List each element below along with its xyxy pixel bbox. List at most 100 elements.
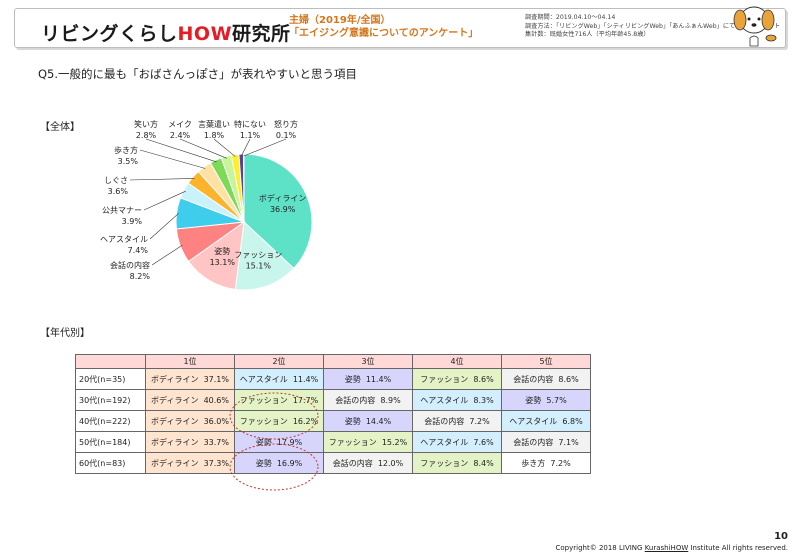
- pie-label-category-10: 言葉遣い: [198, 119, 230, 129]
- table-cell-item: 会話の内容: [513, 437, 554, 447]
- table-row-label: 40代(n=222): [75, 410, 146, 432]
- table-cell-value: 8.6%: [473, 374, 494, 384]
- table-cell: 会話の内容 8.6%: [501, 368, 591, 390]
- table-cell-value: 6.8%: [562, 416, 583, 426]
- pie-slice-1: [234, 220, 295, 291]
- table-cell-item: ヘアスタイル: [420, 437, 469, 447]
- table-cell: ヘアスタイル 7.6%: [412, 431, 502, 453]
- table-cell-value: 7.1%: [558, 437, 579, 447]
- table-cell-item: ボディライン: [151, 374, 199, 384]
- pie-label-value-1: 15.1%: [246, 262, 272, 271]
- table-cell: 姿勢 11.4%: [323, 368, 413, 390]
- table-cell-item: ボディライン: [151, 395, 199, 405]
- table-cell: ヘアスタイル 11.4%: [234, 368, 324, 390]
- pie-label-value-3: 8.2%: [130, 272, 151, 281]
- table-cell: 姿勢 14.4%: [323, 410, 413, 432]
- table-header-blank: [75, 354, 146, 369]
- table-row: 20代(n=35) ボディライン 37.1% ヘアスタイル 11.4% 姿勢 11.4…: [75, 368, 591, 390]
- table-cell: ボディライン 37.1%: [145, 368, 235, 390]
- pie-chart: ボディライン 36.9% ファッション 15.1% 姿勢 13.1% 会話の内容 8.2% ヘア…: [100, 119, 313, 291]
- pie-leader-line-11: [241, 138, 251, 157]
- table-row: 30代(n=192) ボディライン 40.6% ファッション 17.7% 会話の内容 …: [75, 389, 591, 411]
- table-cell: ファッション 15.2%: [323, 431, 413, 453]
- pie-label-category-11: 特にない: [234, 119, 266, 129]
- table-cell-value: 16.2%: [292, 416, 319, 426]
- table-header-rank3: 3位: [323, 354, 413, 369]
- table-cell: ヘアスタイル 8.3%: [412, 389, 502, 411]
- table-cell-value: 8.9%: [380, 395, 401, 405]
- table-cell-value: 37.3%: [203, 458, 229, 468]
- pie-label-category-12: 怒り方: [274, 119, 298, 129]
- table-cell-item: ファッション: [420, 458, 469, 468]
- pie-label-value-12: 0.1%: [276, 131, 297, 140]
- pie-label-category-2: 姿勢: [214, 246, 230, 256]
- pie-slice-0: [243, 153, 313, 270]
- table-cell: ファッション 8.4%: [412, 452, 502, 474]
- table-cell: 姿勢 5.7%: [501, 389, 591, 411]
- table-cell-item: 姿勢: [525, 395, 542, 405]
- table-cell-item: ボディライン: [151, 437, 199, 447]
- pie-label-category-9: メイク: [168, 120, 192, 129]
- table-cell-value: 5.7%: [546, 395, 567, 405]
- pie-label-value-11: 1.1%: [240, 131, 261, 140]
- logo: リビングくらしHOW研究所: [41, 23, 291, 45]
- pie-leader-line-5: [143, 190, 186, 211]
- table-cell-value: 8.3%: [473, 395, 494, 405]
- pie-leader-line-4: [149, 213, 179, 240]
- pie-leader-line-3: [151, 245, 183, 266]
- pie-label-category-1: ファッション: [234, 251, 282, 260]
- table-cell-item: 会話の内容: [332, 458, 373, 468]
- pie-leader-line-10: [213, 138, 236, 157]
- pie-leader-line-7: [139, 149, 206, 169]
- table-cell-item: ファッション: [239, 395, 288, 405]
- table-cell-value: 7.2%: [550, 458, 571, 468]
- table-cell-item: 姿勢: [344, 374, 361, 384]
- table-cell: ボディライン 37.3%: [145, 452, 235, 474]
- table-cell-item: ボディライン: [151, 416, 199, 426]
- header-banner: リビングくらしHOW研究所 主婦（2019年/全国） 「エイジング意識についての…: [14, 8, 786, 48]
- pie-label-value-6: 3.6%: [108, 187, 129, 196]
- table-header-rank5: 5位: [501, 354, 591, 369]
- table-cell: 姿勢 16.9%: [234, 452, 324, 474]
- table-cell: ファッション 8.6%: [412, 368, 502, 390]
- pie-label-value-0: 36.9%: [270, 205, 296, 214]
- table-cell: ボディライン 33.7%: [145, 431, 235, 453]
- pie-label-value-8: 2.8%: [136, 131, 157, 140]
- table-cell: ボディライン 36.0%: [145, 410, 235, 432]
- question-text: Q5.一般的に最も「おばさんっぽさ」が表れやすいと思う項目: [38, 67, 358, 81]
- copyright-footer: Copyright© 2018 LIVING KurashiHOW Instit…: [555, 544, 788, 552]
- age-table-wrapper: 1位 2位 3位 4位 5位 20代(n=35) ボディライン 37.1% ヘアスタ…: [75, 354, 591, 491]
- highlight-fashion-ellipse: [229, 392, 319, 440]
- pie-label-value-10: 1.8%: [204, 131, 225, 140]
- table-cell-value: 11.4%: [365, 374, 392, 384]
- pie-label-value-9: 2.4%: [170, 131, 191, 140]
- section-label-by-age: 【年代別】: [40, 328, 90, 339]
- table-cell-item: ヘアスタイル: [239, 374, 288, 384]
- table-cell-value: 8.6%: [558, 374, 579, 384]
- pie-label-value-7: 3.5%: [118, 157, 139, 166]
- pie-slice-2: [187, 220, 245, 290]
- table-cell-value: 12.0%: [377, 458, 404, 468]
- dog-mascot-icon: [733, 6, 777, 47]
- table-cell-item: 会話の内容: [424, 416, 465, 426]
- highlight-posture-ellipse: [229, 443, 319, 491]
- table-cell-value: 7.2%: [469, 416, 490, 426]
- table-cell-value: 33.7%: [203, 437, 229, 447]
- table-row: 40代(n=222) ボディライン 36.0% ファッション 16.2% 姿勢 14.…: [75, 410, 591, 432]
- table-cell-value: 16.9%: [276, 458, 303, 468]
- table-cell-item: ファッション: [420, 374, 469, 384]
- pie-leader-line-9: [179, 138, 227, 159]
- table-cell-item: 会話の内容: [335, 395, 376, 405]
- pie-label-value-4: 7.4%: [128, 246, 149, 255]
- table-cell-item: ヘアスタイル: [509, 416, 558, 426]
- pie-label-category-6: しぐさ: [104, 176, 128, 185]
- table-cell: ヘアスタイル 6.8%: [501, 410, 591, 432]
- table-cell-item: 歩き方: [521, 458, 546, 468]
- table-row-label: 60代(n=83): [75, 452, 146, 474]
- table-cell-item: 姿勢: [255, 458, 272, 468]
- section-label-overall: 【全体】: [40, 122, 80, 133]
- table-row-label: 50代(n=184): [75, 431, 146, 453]
- table-cell-item: ファッション: [328, 437, 377, 447]
- table-cell-value: 14.4%: [365, 416, 392, 426]
- table-cell-item: ボディライン: [151, 458, 199, 468]
